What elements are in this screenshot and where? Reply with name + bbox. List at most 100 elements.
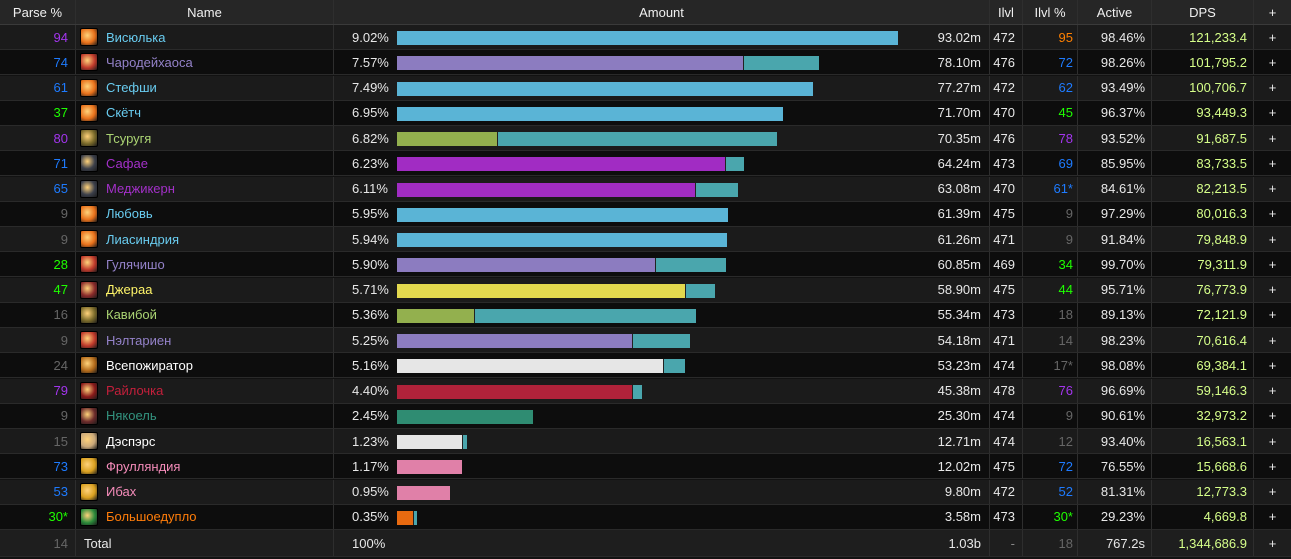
header-name[interactable]: Name	[76, 0, 334, 24]
table-row[interactable]: 16 Кавибой 5.36% 55.34m 473 18 89.13% 72…	[0, 302, 1291, 328]
player-name[interactable]: Тсуругя	[106, 130, 152, 146]
table-row[interactable]: 9 Нэлтариен 5.25% 54.18m 471 14 98.23% 7…	[0, 328, 1291, 353]
add-row-button[interactable]: +	[1268, 206, 1277, 222]
add-row-button[interactable]: +	[1268, 256, 1277, 272]
table-row[interactable]: 30* Большоедупло 0.35% 3.58m 473 30* 29.…	[0, 504, 1291, 530]
player-name[interactable]: Меджикерн	[106, 181, 175, 196]
player-name[interactable]: Джераа	[106, 282, 153, 297]
table-row[interactable]: 71 Сафае 6.23% 64.24m 473 69 85.95% 83,7…	[0, 151, 1291, 177]
item-level-percent: 44	[1023, 277, 1078, 302]
damage-amount: 25.30m	[937, 408, 981, 424]
damage-amount: 45.38m	[937, 383, 981, 398]
player-name-cell[interactable]: Фрулляндия	[76, 454, 334, 479]
add-row-button[interactable]: +	[1268, 231, 1277, 247]
player-name-cell[interactable]: Всепожиратор	[76, 353, 334, 378]
add-row-button[interactable]: +	[1268, 80, 1277, 95]
player-name[interactable]: Большоедупло	[106, 509, 197, 525]
player-name-cell[interactable]: Скётч	[76, 100, 334, 125]
player-name[interactable]: Любовь	[106, 206, 153, 222]
player-name[interactable]: Стефши	[106, 80, 157, 95]
player-name-cell[interactable]: Любовь	[76, 201, 334, 226]
player-name-cell[interactable]: Гулячишо	[76, 252, 334, 277]
table-row[interactable]: 9 Някоель 2.45% 25.30m 474 9 90.61% 32,9…	[0, 403, 1291, 429]
player-name[interactable]: Скётч	[106, 105, 142, 121]
table-row[interactable]: 15 Дэспэрс 1.23% 12.71m 474 12 93.40% 16…	[0, 429, 1291, 454]
add-row-button[interactable]: +	[1268, 458, 1277, 474]
player-name[interactable]: Ибах	[106, 484, 137, 499]
add-row-button[interactable]: +	[1268, 155, 1277, 171]
player-name-cell[interactable]: Висюлька	[76, 25, 334, 49]
player-name-cell[interactable]: Чародейхаоса	[76, 50, 334, 75]
add-row-button[interactable]: +	[1268, 282, 1277, 297]
header-add-column-button[interactable]: +	[1268, 4, 1277, 20]
total-add-button[interactable]: +	[1268, 535, 1277, 551]
player-name[interactable]: Сафае	[106, 155, 148, 171]
table-row[interactable]: 80 Тсуругя 6.82% 70.35m 476 78 93.52% 91…	[0, 126, 1291, 151]
add-row-button[interactable]: +	[1268, 105, 1277, 121]
table-row[interactable]: 53 Ибах 0.95% 9.80m 472 52 81.31% 12,773…	[0, 479, 1291, 505]
table-header: Parse % Name Amount Ilvl Ilvl % Active D…	[0, 0, 1291, 25]
player-name[interactable]: Чародейхаоса	[106, 54, 193, 70]
player-name[interactable]: Райлочка	[106, 383, 164, 398]
player-name-cell[interactable]: Нэлтариен	[76, 328, 334, 352]
add-row-button[interactable]: +	[1268, 484, 1277, 499]
table-row[interactable]: 73 Фрулляндия 1.17% 12.02m 475 72 76.55%…	[0, 454, 1291, 480]
table-row[interactable]: 47 Джераа 5.71% 58.90m 475 44 95.71% 76,…	[0, 277, 1291, 303]
player-name[interactable]: Гулячишо	[106, 256, 165, 272]
table-row[interactable]: 74 Чародейхаоса 7.57% 78.10m 476 72 98.2…	[0, 50, 1291, 76]
header-ilvl-percent[interactable]: Ilvl %	[1023, 0, 1078, 24]
add-row-button[interactable]: +	[1268, 181, 1277, 196]
header-ilvl[interactable]: Ilvl	[990, 0, 1023, 24]
player-name-cell[interactable]: Сафае	[76, 151, 334, 176]
damage-amount: 3.58m	[944, 509, 981, 525]
player-name-cell[interactable]: Джераа	[76, 277, 334, 302]
player-name-cell[interactable]: Кавибой	[76, 302, 334, 327]
player-name-cell[interactable]: Дэспэрс	[76, 429, 334, 453]
table-row[interactable]: 94 Висюлька 9.02% 93.02m 472 95 98.46% 1…	[0, 25, 1291, 50]
player-name-cell[interactable]: Ибах	[76, 479, 334, 504]
table-row[interactable]: 79 Райлочка 4.40% 45.38m 478 76 96.69% 5…	[0, 378, 1291, 404]
header-active[interactable]: Active	[1078, 0, 1152, 24]
active-time: 99.70%	[1078, 252, 1152, 277]
player-name[interactable]: Всепожиратор	[106, 357, 193, 373]
player-name-cell[interactable]: Някоель	[76, 403, 334, 428]
player-name[interactable]: Дэспэрс	[106, 433, 156, 449]
add-row-button[interactable]: +	[1268, 307, 1277, 323]
add-row-button[interactable]: +	[1268, 383, 1277, 398]
add-row-button[interactable]: +	[1268, 357, 1277, 373]
damage-percent: 2.45%	[352, 408, 389, 424]
table-row[interactable]: 9 Любовь 5.95% 61.39m 475 9 97.29% 80,01…	[0, 201, 1291, 227]
player-name[interactable]: Нэлтариен	[106, 332, 172, 348]
header-dps[interactable]: DPS	[1152, 0, 1254, 24]
player-name-cell[interactable]: Большоедупло	[76, 504, 334, 529]
add-row-button[interactable]: +	[1268, 332, 1277, 348]
header-parse[interactable]: Parse %	[0, 0, 76, 24]
player-name[interactable]: Някоель	[106, 408, 157, 424]
table-row[interactable]: 37 Скётч 6.95% 71.70m 470 45 96.37% 93,4…	[0, 100, 1291, 126]
player-name-cell[interactable]: Тсуругя	[76, 126, 334, 150]
total-active: 767.2s	[1078, 530, 1152, 556]
add-row-button[interactable]: +	[1268, 130, 1277, 146]
player-name[interactable]: Кавибой	[106, 307, 157, 323]
player-name[interactable]: Фрулляндия	[106, 458, 181, 474]
add-row-button[interactable]: +	[1268, 509, 1277, 525]
table-row[interactable]: 24 Всепожиратор 5.16% 53.23m 474 17* 98.…	[0, 353, 1291, 379]
player-name[interactable]: Висюлька	[106, 29, 166, 45]
add-row-button[interactable]: +	[1268, 433, 1277, 449]
table-row[interactable]: 65 Меджикерн 6.11% 63.08m 470 61* 84.61%…	[0, 176, 1291, 202]
table-row[interactable]: 28 Гулячишо 5.90% 60.85m 469 34 99.70% 7…	[0, 252, 1291, 278]
damage-amount: 55.34m	[937, 307, 981, 323]
add-row-button[interactable]: +	[1268, 408, 1277, 424]
player-name-cell[interactable]: Райлочка	[76, 378, 334, 403]
player-name-cell[interactable]: Меджикерн	[76, 176, 334, 201]
damage-bar	[397, 106, 783, 121]
nature-icon	[80, 507, 98, 526]
add-row-button[interactable]: +	[1268, 29, 1277, 45]
header-amount[interactable]: Amount	[334, 0, 990, 24]
add-row-button[interactable]: +	[1268, 54, 1277, 70]
player-name-cell[interactable]: Лиасиндрия	[76, 227, 334, 251]
player-name-cell[interactable]: Стефши	[76, 75, 334, 100]
player-name[interactable]: Лиасиндрия	[106, 231, 180, 247]
table-row[interactable]: 61 Стефши 7.49% 77.27m 472 62 93.49% 100…	[0, 75, 1291, 101]
table-row[interactable]: 9 Лиасиндрия 5.94% 61.26m 471 9 91.84% 7…	[0, 227, 1291, 252]
